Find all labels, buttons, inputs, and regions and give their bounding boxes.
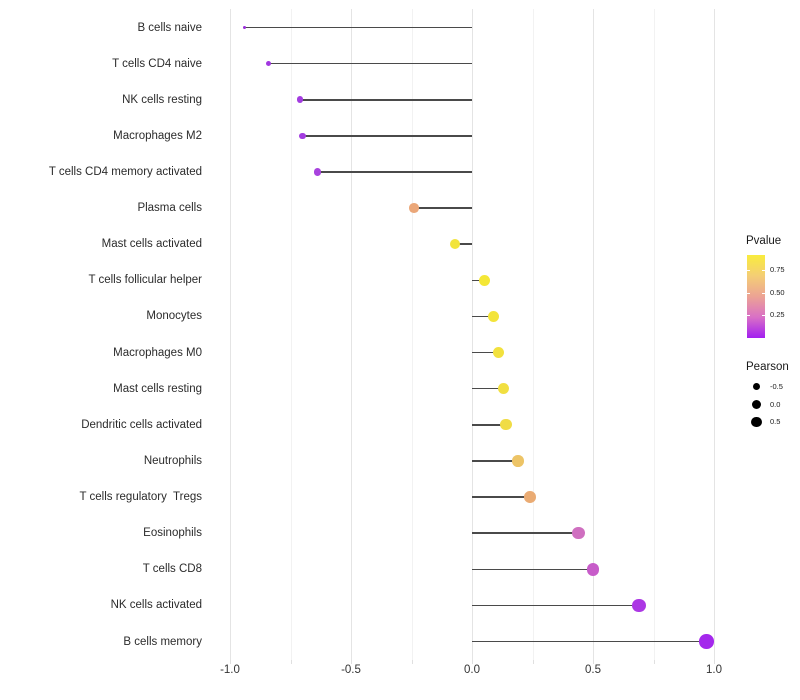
lollipop-stem [455,243,472,245]
gridline-major [593,9,594,660]
gridline-minor [290,9,292,660]
pvalue-tick-mark [762,270,765,271]
lollipop-stem [472,351,499,354]
gridline-major [230,9,231,660]
pearson-legend-label: 0.5 [770,417,781,426]
lollipop-dot [478,274,490,286]
x-axis-tick [653,660,655,664]
pearson-legend-label: 0.0 [770,399,781,409]
lollipop-stem [413,207,472,209]
lollipop-dot [493,346,505,359]
pvalue-colorbar [747,255,765,338]
category-label: B cells memory [123,635,202,648]
x-axis-tick [532,660,534,664]
pvalue-tick-mark [747,270,750,271]
lollipop-dot [572,526,585,540]
x-axis-tick-label: -0.5 [341,664,361,676]
pvalue-tick-label: 0.50 [770,287,785,297]
lollipop-dot [299,132,306,140]
pearson-legend-dot [752,382,761,391]
lollipop-stem [472,424,506,426]
lollipop-dot [699,634,714,649]
category-label: Monocytes [146,310,202,323]
lollipop-dot [409,203,419,213]
lollipop-stem [472,532,579,534]
category-label: B cells naive [137,21,202,34]
lollipop-stem [302,135,472,137]
category-label: T cells follicular helper [88,274,202,287]
gridline-major [472,9,473,660]
x-axis-tick [351,660,352,664]
category-label: Dendritic cells activated [81,418,202,431]
lollipop-stem [268,62,472,65]
category-label: Macrophages M0 [113,346,202,359]
category-label: Eosinophils [143,527,202,540]
x-axis-tick [593,660,594,664]
category-label: Plasma cells [137,202,202,215]
category-label: T cells CD8 [142,563,202,576]
pearson-legend-dot [752,400,761,409]
lollipop-dot [449,239,461,250]
pvalue-tick-mark [762,315,765,316]
x-axis-tick-label: -1.0 [220,664,240,676]
lollipop-stem [244,26,472,29]
lollipop-dot [497,383,510,395]
lollipop-stem [472,496,531,498]
pearson-legend-title: Pearson [746,361,789,373]
pvalue-tick-label: 0.25 [770,310,785,319]
lollipop-stem [472,315,494,318]
lollipop-dot [524,491,536,503]
lollipop-stem [472,460,518,462]
category-label: Mast cells resting [113,382,202,395]
gridline-minor [532,9,534,660]
lollipop-dot [313,168,321,176]
lollipop-stem [472,604,639,607]
category-label: Macrophages M2 [113,129,202,142]
category-label: T cells CD4 memory activated [48,165,202,178]
pearson-legend-dot [751,416,762,428]
category-label: Neutrophils [143,454,202,467]
pvalue-legend-title: Pvalue [746,235,782,247]
lollipop-stem [472,387,504,390]
lollipop-dot [488,310,500,322]
x-axis-tick-label: 0.0 [464,664,480,676]
gridline-major [714,9,715,660]
pvalue-tick-mark [762,292,765,294]
pvalue-tick-mark [747,315,750,316]
x-axis-tick [290,660,292,664]
lollipop-dot [296,96,304,104]
lollipop-dot [586,562,600,576]
pvalue-tick-label: 0.75 [770,265,785,274]
pearson-legend-label: -0.5 [770,381,783,391]
gridline-minor [653,9,655,660]
lollipop-stem [300,98,472,101]
lollipop-dot [512,455,524,467]
pvalue-tick-mark [747,292,750,294]
category-label: T cells regulatory Tregs [79,491,202,504]
category-label: Mast cells activated [101,238,202,251]
x-axis-tick-label: 0.5 [585,664,601,676]
lollipop-dot [500,419,512,431]
lollipop-stem [317,171,472,173]
x-axis-tick [714,660,715,664]
lollipop-dot [266,60,272,67]
lollipop-stem [472,640,707,643]
x-axis-tick [411,660,413,664]
gridline-minor [411,9,413,660]
x-axis-tick [472,660,473,664]
gridline-major [351,9,352,660]
lollipop-stem [472,568,593,571]
x-axis-tick-label: 1.0 [706,664,722,676]
category-label: NK cells resting [122,93,202,106]
category-label: NK cells activated [110,599,202,612]
lollipop-dot [242,25,247,30]
lollipop-dot [632,598,646,613]
x-axis-tick [230,660,231,664]
lollipop-stem [472,279,485,282]
category-label: T cells CD4 naive [112,57,202,70]
